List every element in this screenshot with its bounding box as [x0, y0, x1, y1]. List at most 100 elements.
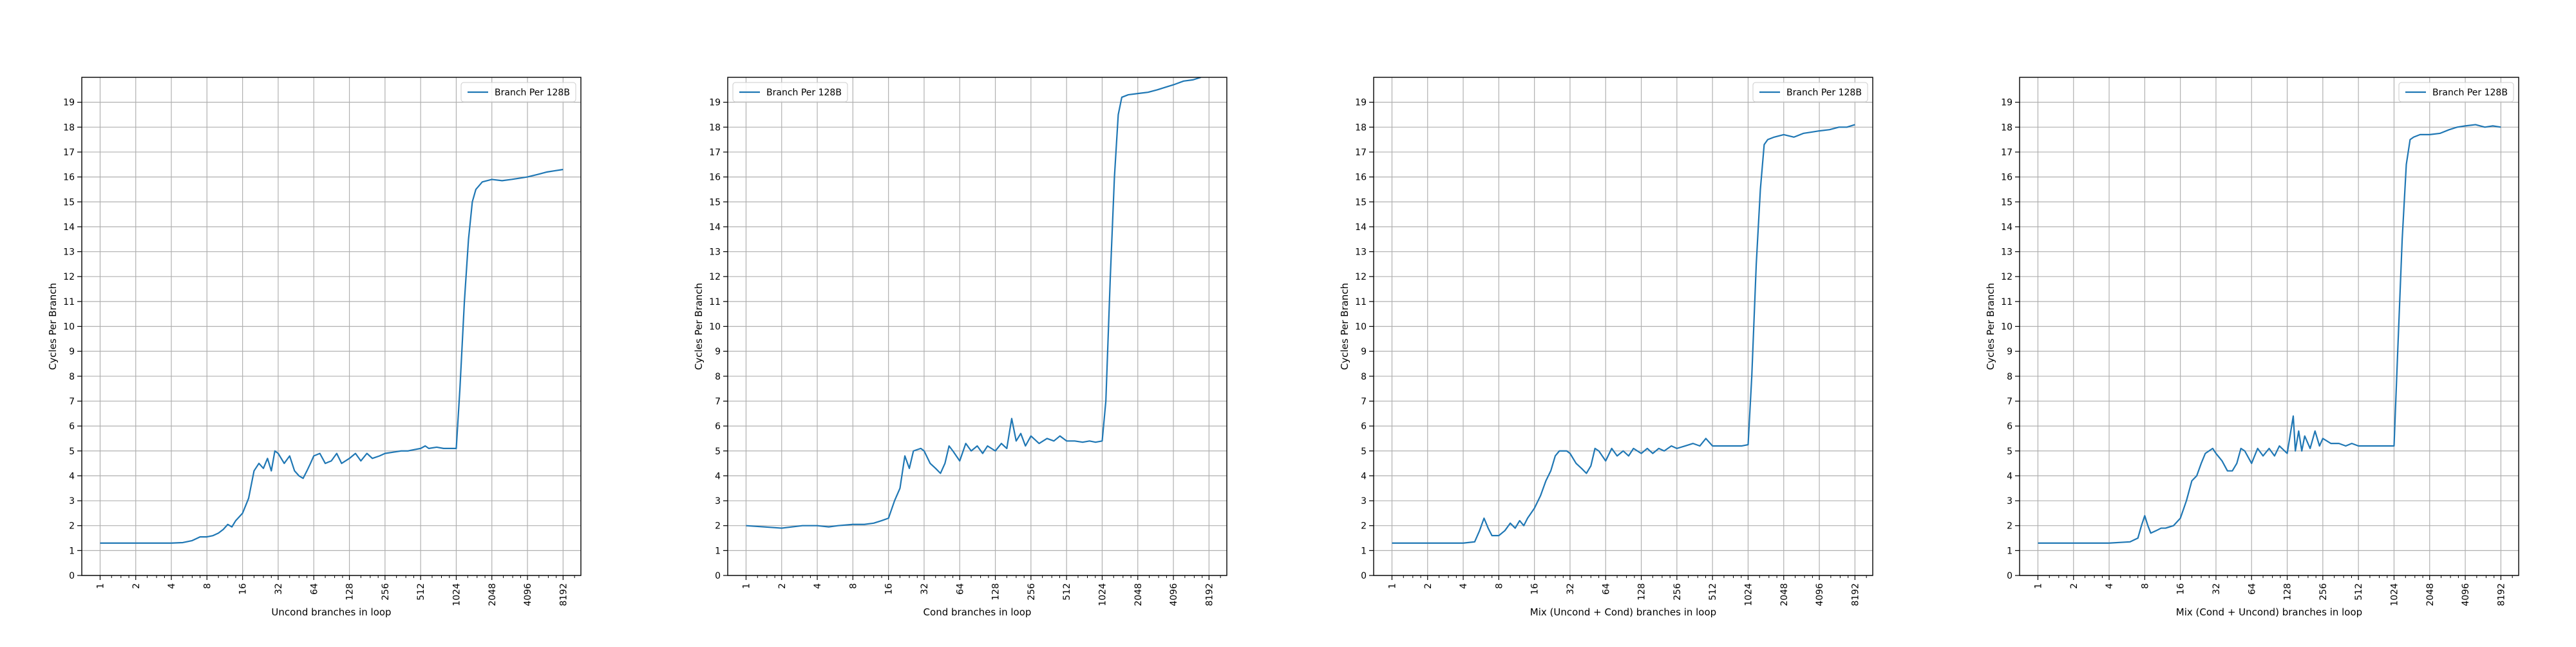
y-tick-label: 6	[715, 421, 721, 432]
x-tick-label: 16	[1530, 583, 1540, 595]
x-tick-label: 8	[202, 583, 213, 589]
legend-box	[2398, 82, 2514, 102]
series-line	[746, 77, 1202, 529]
y-tick-label: 2	[69, 521, 75, 532]
y-tick-label: 7	[2007, 396, 2012, 407]
y-tick-label: 5	[1361, 447, 1367, 457]
y-tick-label: 7	[1361, 396, 1367, 407]
y-tick-label: 5	[715, 447, 721, 457]
y-tick-label: 10	[2001, 322, 2012, 333]
x-tick-label: 64	[2247, 583, 2257, 595]
legend: Branch Per 128B	[460, 82, 576, 102]
y-tick-label: 19	[709, 98, 721, 108]
y-tick-label: 4	[1361, 471, 1367, 481]
x-tick-label: 2048	[2425, 583, 2436, 606]
y-tick-label: 1	[715, 546, 721, 556]
y-tick-label: 2	[715, 521, 721, 532]
x-axis-label: Mix (Cond + Uncond) branches in loop	[2176, 606, 2362, 618]
x-tick-label: 2	[777, 583, 788, 589]
x-gridlines: 1 2 4 8 16 32 64 128 256 512 1024 2048 4096 8192	[741, 77, 1215, 606]
series-line	[1392, 124, 1855, 544]
y-tick-label: 19	[1355, 98, 1367, 108]
y-tick-label: 1	[69, 546, 75, 556]
y-axis-label: Cycles Per Branch	[1985, 283, 1996, 370]
x-tick-label: 16	[2176, 583, 2186, 595]
x-axis-label: Uncond branches in loop	[271, 606, 391, 618]
x-tick-label: 4096	[523, 583, 533, 606]
x-tick-label: 16	[238, 583, 249, 595]
y-tick-label: 13	[709, 247, 721, 258]
y-tick-label: 18	[709, 122, 721, 133]
y-tick-label: 18	[63, 122, 75, 133]
x-tick-label: 8	[848, 583, 858, 589]
y-tick-label: 0	[2007, 571, 2012, 581]
y-tick-label: 5	[69, 447, 75, 457]
series-line	[100, 168, 564, 544]
y-tick-label: 16	[1355, 173, 1367, 183]
y-axis-label: Cycles Per Branch	[693, 283, 705, 370]
y-tick-label: 5	[2007, 447, 2012, 457]
y-tick-label: 14	[1355, 222, 1367, 233]
x-tick-label: 512	[2354, 583, 2364, 601]
y-tick-label: 15	[709, 197, 721, 208]
x-tick-label: 8	[2140, 583, 2150, 589]
y-tick-label: 6	[1361, 421, 1367, 432]
y-tick-label: 9	[2007, 347, 2012, 357]
x-tick-label: 4	[2105, 583, 2115, 589]
x-tick-label: 2	[2069, 583, 2079, 589]
x-tick-label: 512	[1062, 583, 1072, 601]
x-tick-label: 16	[884, 583, 895, 595]
y-tick-label: 4	[69, 471, 75, 481]
x-tick-label: 128	[345, 583, 355, 601]
x-tick-label: 256	[1672, 583, 1683, 601]
x-tick-label: 1024	[1743, 583, 1754, 606]
y-tick-label: 16	[709, 173, 721, 183]
y-tick-label: 19	[63, 98, 75, 108]
x-axis-label: Mix (Uncond + Cond) branches in loop	[1530, 606, 1716, 618]
y-tick-label: 10	[63, 322, 75, 333]
y-tick-label: 16	[63, 173, 75, 183]
y-tick-label: 4	[2007, 471, 2012, 481]
x-tick-label: 4096	[1815, 583, 1825, 606]
y-tick-label: 16	[2001, 173, 2012, 183]
legend-box	[1752, 82, 1868, 102]
legend-box	[732, 82, 848, 102]
y-tick-label: 1	[2007, 546, 2012, 556]
x-tick-label: 2	[1423, 583, 1434, 589]
x-tick-label: 64	[309, 583, 319, 595]
x-tick-label: 128	[1637, 583, 1647, 601]
plot-frame	[2019, 77, 2519, 576]
y-tick-label: 7	[69, 396, 75, 407]
x-tick-label: 1	[1387, 583, 1397, 589]
y-tick-label: 12	[709, 272, 721, 282]
y-tick-label: 14	[63, 222, 75, 233]
y-tick-label: 8	[715, 372, 721, 382]
plot-frame	[81, 77, 582, 576]
x-tick-label: 512	[416, 583, 426, 601]
y-tick-label: 17	[2001, 148, 2012, 158]
y-tick-label: 1	[1361, 546, 1367, 556]
x-tick-label: 4	[813, 583, 823, 589]
x-tick-label: 2048	[1133, 583, 1144, 606]
x-tick-label: 8	[1494, 583, 1504, 589]
x-tick-label: 1024	[1097, 583, 1108, 606]
y-tick-label: 9	[69, 347, 75, 357]
y-tick-label: 14	[709, 222, 721, 233]
y-tick-label: 3	[2007, 496, 2012, 507]
y-tick-label: 15	[1355, 197, 1367, 208]
y-tick-label: 3	[1361, 496, 1367, 507]
x-tick-label: 1024	[2389, 583, 2400, 606]
y-tick-label: 17	[63, 148, 75, 158]
y-tick-label: 12	[63, 272, 75, 282]
x-tick-label: 4096	[1169, 583, 1179, 606]
y-axis-label: Cycles Per Branch	[47, 283, 59, 370]
y-tick-label: 0	[715, 571, 721, 581]
